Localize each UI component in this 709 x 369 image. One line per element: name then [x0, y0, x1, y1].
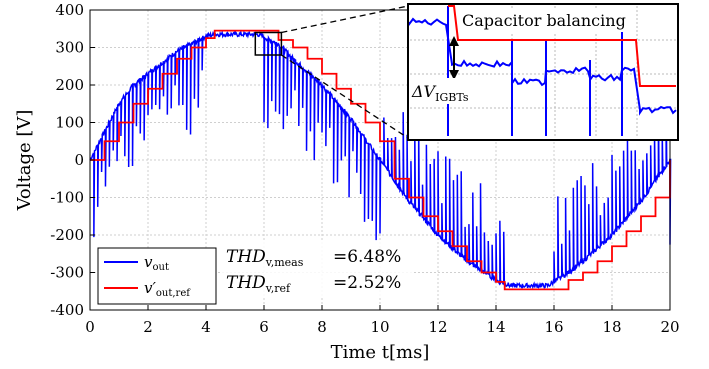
y-tick-label: 100 — [55, 114, 84, 132]
x-tick-label: 20 — [660, 318, 679, 336]
inset-zoom-panel: Capacitor balancing ΔVIGBTs — [407, 3, 679, 141]
delta-label: ΔVIGBTs — [411, 82, 469, 104]
inset-v-ref-line — [448, 5, 676, 87]
inset-v-out-line — [409, 6, 677, 136]
legend-entry-v-out-sub: out — [152, 262, 168, 273]
zoom-box — [254, 31, 283, 56]
y-tick-labels: -400 -300 -200 -100 0 100 200 300 400 — [50, 1, 95, 319]
thd-meas-sub: v,meas — [265, 256, 304, 269]
legend-entry-v-out-ref-symbol: v′ — [144, 279, 156, 297]
y-tick-label: -100 — [50, 189, 84, 207]
delta-arrow-head-down — [449, 70, 459, 80]
x-tick-label: 18 — [602, 318, 621, 336]
legend-entry-v-out-symbol: v — [144, 253, 153, 271]
delta-subscript: IGBTs — [435, 91, 469, 104]
x-tick-label: 0 — [85, 318, 95, 336]
thd-annotations: THDv,meas =6.48% THDv,ref =2.52% — [222, 240, 412, 296]
thd-meas: THDv,meas =6.48% — [226, 247, 401, 269]
thd-ref-label: THD — [226, 273, 266, 293]
x-tick-label: 12 — [428, 318, 447, 336]
delta-label-bg — [410, 78, 486, 104]
legend-frame — [97, 247, 217, 305]
x-axis-label: Time t[ms] — [331, 342, 430, 363]
y-axis-label: Voltage [V] — [14, 110, 35, 212]
y-tick-label: -400 — [50, 301, 84, 319]
y-tick-label: 200 — [55, 76, 84, 94]
legend-entry-v-out-ref-sub: out,ref — [156, 288, 191, 299]
inset-title: Capacitor balancing — [462, 11, 626, 30]
thd-meas-label: THD — [226, 247, 266, 267]
thd-meas-value: =6.48% — [333, 247, 401, 267]
y-tick-label: -200 — [50, 226, 84, 244]
series-v-out-ref-line — [90, 29, 671, 291]
zoom-connector-bottom — [281, 54, 409, 139]
thd-ref-sub: v,ref — [265, 282, 291, 295]
legend: vout v′out,ref — [97, 247, 217, 305]
x-tick-label: 16 — [544, 318, 563, 336]
legend-entry-v-out: vout — [144, 253, 169, 273]
inset-title-bg — [458, 8, 628, 32]
delta-arrow-head-up — [449, 36, 459, 46]
y-tick-label: 400 — [55, 1, 84, 19]
x-tick-label: 10 — [370, 318, 389, 336]
x-tick-label: 8 — [317, 318, 327, 336]
x-tick-label: 2 — [143, 318, 153, 336]
zoom-connector-top — [281, 5, 409, 34]
thd-bg — [222, 240, 412, 296]
delta-symbol: ΔV — [411, 82, 437, 101]
thd-ref: THDv,ref =2.52% — [226, 273, 401, 295]
x-tick-label: 14 — [486, 318, 505, 336]
x-tick-label: 4 — [201, 318, 211, 336]
thd-ref-value: =2.52% — [333, 273, 401, 293]
legend-entry-v-out-ref: v′out,ref — [144, 279, 191, 299]
y-tick-label: 300 — [55, 39, 84, 57]
y-tick-label: -300 — [50, 264, 84, 282]
x-tick-label: 6 — [259, 318, 269, 336]
y-tick-label: 0 — [74, 151, 84, 169]
x-tick-labels: 0 2 4 6 8 10 12 14 16 18 20 — [85, 305, 680, 336]
